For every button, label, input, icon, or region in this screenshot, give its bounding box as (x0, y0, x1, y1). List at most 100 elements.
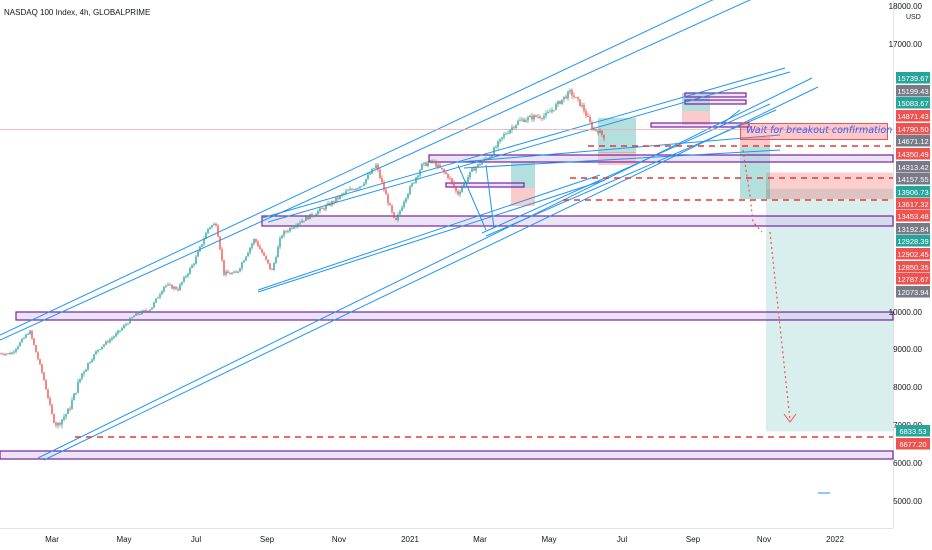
price-badge-bg (896, 148, 930, 160)
candle-body (565, 96, 567, 99)
y-tick-label: 18000.00 (889, 2, 923, 11)
x-tick-label: Nov (332, 535, 346, 544)
candle-body (305, 216, 307, 221)
candle-body (281, 235, 283, 239)
candle-body (275, 257, 277, 264)
price-badge-label: 12073.94 (897, 288, 928, 297)
candle-body (0, 353, 1, 355)
candle-body (81, 373, 83, 379)
price-badge-label: 13192.84 (897, 225, 928, 234)
candle-body (93, 354, 95, 360)
candle-body (61, 419, 63, 425)
candle-body (123, 325, 125, 329)
trendline (0, 0, 752, 341)
candle-body (297, 223, 299, 226)
candle-body (563, 96, 565, 100)
candle-body (259, 246, 261, 250)
candle-body (313, 215, 315, 217)
candle-body (137, 313, 139, 315)
candle-body (149, 309, 151, 312)
candle-body (175, 286, 177, 290)
trade-target-box (511, 162, 535, 188)
price-badge-label: 14790.50 (897, 125, 928, 134)
price-badge-label: 15199.43 (897, 87, 928, 96)
x-tick-label: Sep (686, 535, 701, 544)
trendline (257, 179, 606, 293)
candle-body (559, 101, 561, 104)
candle-body (415, 177, 417, 183)
candle-body (473, 168, 475, 171)
candle-body (157, 297, 159, 299)
candle-body (573, 95, 575, 98)
candle-body (287, 231, 289, 233)
candle-body (485, 158, 487, 160)
candle-body (69, 408, 71, 410)
price-badge: 13617.32 (896, 198, 930, 210)
y-tick-label: 5000.00 (893, 497, 922, 506)
price-badge-bg (896, 186, 930, 198)
candle-body (215, 223, 217, 226)
candle-body (325, 205, 327, 210)
candle-body (173, 286, 175, 289)
candle-body (211, 225, 213, 228)
candle-body (219, 236, 221, 250)
candle-body (377, 164, 379, 170)
candle-body (139, 314, 141, 315)
stop-loss-zone (766, 172, 893, 200)
candle-body (449, 177, 451, 179)
candle-body (199, 246, 201, 252)
candle-body (261, 249, 263, 253)
candle-body (413, 182, 415, 184)
candle-body (257, 241, 259, 247)
candle-body (243, 260, 245, 263)
candle-body (7, 352, 9, 354)
price-badge-bg (896, 223, 930, 235)
candle-body (501, 137, 503, 139)
candle-body (39, 359, 41, 365)
candle-body (461, 187, 463, 193)
candle-body (73, 393, 75, 401)
price-badge: 15739.67 (896, 72, 930, 84)
candle-body (407, 193, 409, 199)
candle-body (409, 186, 411, 194)
candle-body (443, 169, 445, 173)
candle-body (65, 414, 67, 417)
candle-body (469, 171, 471, 178)
candle-body (163, 286, 165, 292)
price-badge-label: 13453.48 (897, 212, 928, 221)
candle-body (193, 263, 195, 266)
candle-body (223, 260, 225, 275)
candle-body (429, 160, 431, 163)
candle-body (177, 289, 179, 291)
candles (0, 88, 605, 429)
price-badge: 14350.49 (896, 148, 930, 160)
support-zone-13200 (261, 215, 894, 227)
candle-body (577, 97, 579, 100)
price-badge-bg (896, 261, 930, 273)
candle-body (561, 99, 563, 104)
price-badge-label: 12787.67 (897, 275, 928, 284)
candle-body (499, 138, 501, 142)
candle-body (475, 166, 477, 171)
candle-body (405, 198, 407, 202)
x-tick-label: May (541, 535, 556, 544)
x-tick-label: Jul (617, 535, 627, 544)
annotation-box[interactable] (740, 123, 888, 140)
y-tick-label: 17000.00 (889, 40, 923, 49)
candle-body (583, 105, 585, 111)
candle-body (159, 294, 161, 298)
candle-body (395, 217, 397, 221)
candle-body (227, 271, 229, 274)
candle-body (1, 353, 3, 355)
trendline (485, 164, 495, 229)
candle-body (367, 174, 369, 179)
price-badge-label: 15083.67 (897, 99, 928, 108)
price-badge-bg (896, 110, 930, 122)
candle-body (401, 207, 403, 211)
x-tick-label: 2021 (401, 535, 419, 544)
candle-body (353, 189, 355, 191)
candle-body (463, 183, 465, 188)
candle-body (323, 208, 325, 210)
price-badge-label: 12850.35 (897, 263, 928, 272)
